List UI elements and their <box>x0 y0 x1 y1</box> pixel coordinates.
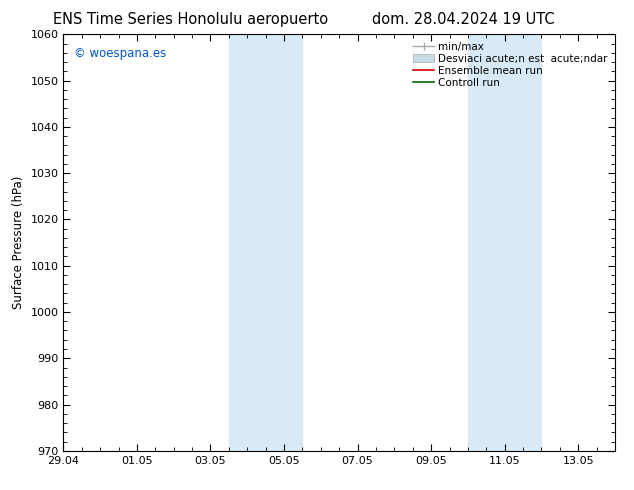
Text: ENS Time Series Honolulu aeropuerto: ENS Time Series Honolulu aeropuerto <box>53 12 328 27</box>
Text: © woespana.es: © woespana.es <box>74 47 167 60</box>
Bar <box>229 34 302 451</box>
Text: dom. 28.04.2024 19 UTC: dom. 28.04.2024 19 UTC <box>372 12 554 27</box>
Legend: min/max, Desviaci acute;n est  acute;ndar, Ensemble mean run, Controll run: min/max, Desviaci acute;n est acute;ndar… <box>411 40 610 90</box>
Bar <box>468 34 541 451</box>
Y-axis label: Surface Pressure (hPa): Surface Pressure (hPa) <box>12 176 25 309</box>
